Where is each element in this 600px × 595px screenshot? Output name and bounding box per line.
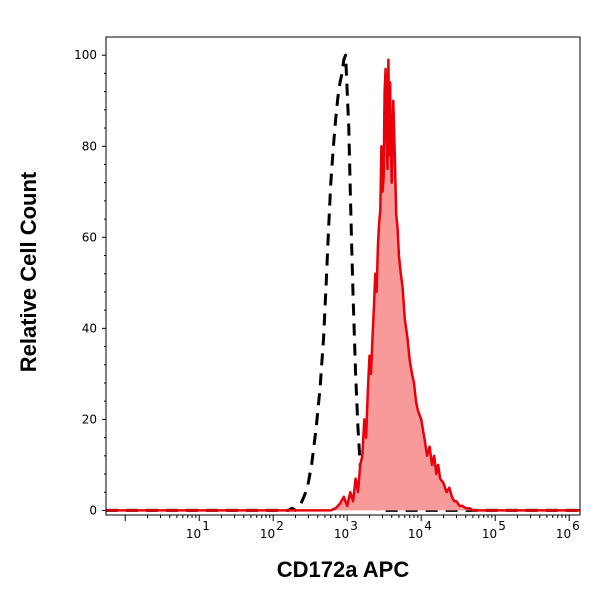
y-tick-label: 100 — [74, 48, 97, 62]
y-axis-title: Relative Cell Count — [16, 171, 41, 372]
x-tick-label: 102 — [260, 519, 284, 541]
y-tick-label: 40 — [82, 321, 97, 335]
x-tick-label-exp: 2 — [276, 519, 284, 533]
x-tick-label-exp: 1 — [202, 519, 210, 533]
plot-frame — [105, 36, 581, 516]
x-tick-label-base: 10 — [556, 527, 571, 541]
x-tick-label: 106 — [556, 519, 580, 541]
y-tick-label: 60 — [82, 230, 97, 244]
series-2-line — [106, 58, 580, 512]
y-axis: 0 20 40 60 80 100 — [74, 48, 106, 517]
x-tick-label-exp: 4 — [424, 519, 432, 533]
x-axis-title: CD172a APC — [277, 557, 410, 582]
series-1-line — [106, 53, 580, 512]
x-tick-label-base: 10 — [408, 527, 423, 541]
x-tick-label-base: 10 — [260, 527, 275, 541]
x-tick-label-base: 10 — [334, 527, 349, 541]
x-tick-label: 104 — [408, 519, 432, 541]
x-tick-label: 103 — [334, 519, 358, 541]
y-tick-label: 0 — [89, 503, 97, 517]
x-tick-label: 105 — [482, 519, 506, 541]
x-tick-label-exp: 5 — [498, 519, 506, 533]
x-tick-label-exp: 6 — [572, 519, 580, 533]
x-tick-label-base: 10 — [186, 527, 201, 541]
x-tick-label-exp: 3 — [350, 519, 358, 533]
plot-area — [106, 53, 580, 512]
x-tick-label: 101 — [186, 519, 210, 541]
x-tick-label-base: 10 — [482, 527, 497, 541]
y-tick-label: 80 — [82, 139, 97, 153]
series-2-area — [106, 59, 580, 511]
y-tick-label: 20 — [82, 412, 97, 426]
